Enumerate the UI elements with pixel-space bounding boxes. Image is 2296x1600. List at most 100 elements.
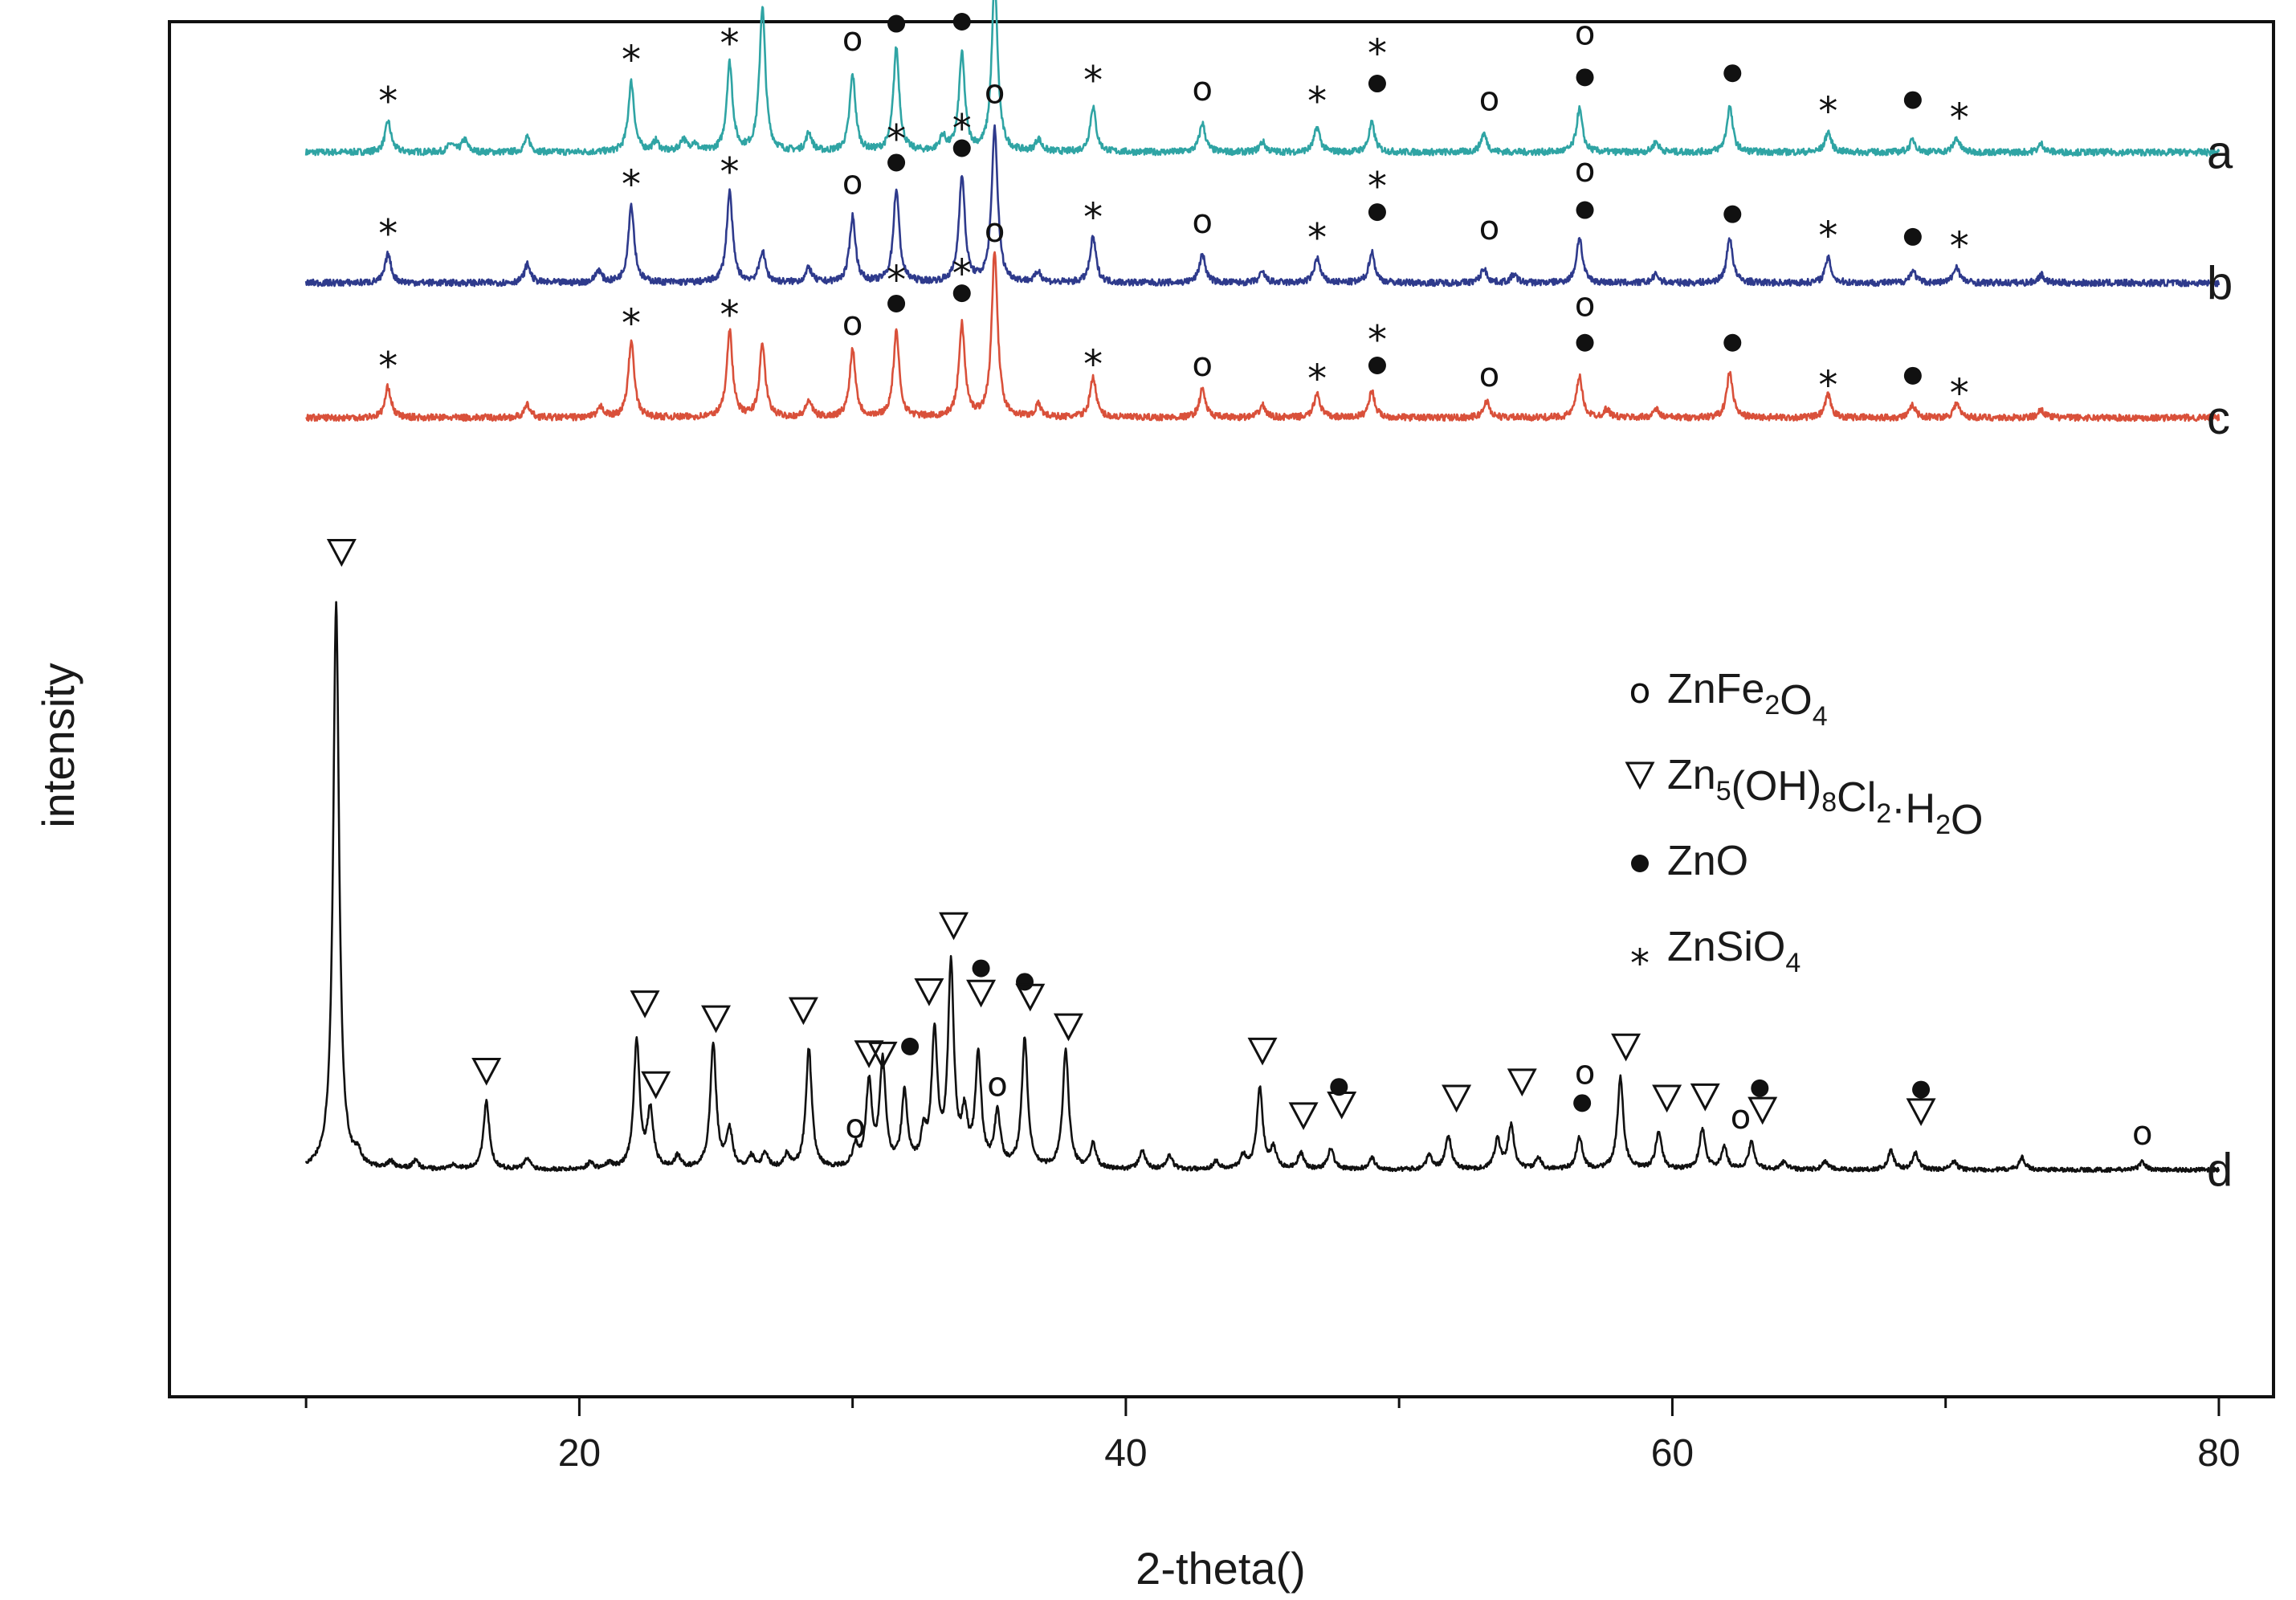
zinc-ferrite-marker: o	[1479, 80, 1500, 119]
zinc-silicate-marker: *	[1083, 342, 1103, 387]
legend-label-part: ZnO	[1667, 838, 1748, 884]
zinc-silicate-marker: *	[1818, 89, 1837, 134]
hydroxychloride-marker	[701, 1005, 732, 1034]
zinc-ferrite-marker: o	[842, 162, 863, 202]
zno-marker	[1576, 333, 1594, 352]
zinc-silicate-marker: *	[1950, 371, 1969, 416]
zinc-silicate-marker: *	[378, 79, 398, 124]
series-label-d: d	[2207, 1145, 2233, 1197]
zno-marker	[1723, 333, 1742, 352]
zno-marker	[1330, 1078, 1348, 1096]
hydroxychloride-marker	[1247, 1037, 1278, 1066]
hydroxychloride-marker	[1747, 1096, 1778, 1125]
zinc-silicate-marker: *	[1950, 224, 1969, 269]
hydroxychloride-marker	[939, 912, 969, 941]
zinc-ferrite-marker: o	[985, 71, 1005, 111]
legend-label-part: O	[1951, 797, 1983, 843]
zinc-silicate-marker: *	[1307, 357, 1327, 402]
series-layer: a b c d	[304, 0, 2233, 1197]
zinc-silicate-marker: *	[1307, 216, 1327, 261]
zno-marker	[1723, 205, 1742, 223]
x-axis-title: 2-theta()	[1136, 1543, 1306, 1594]
legend-label: ZnFe2O4	[1667, 666, 1828, 732]
zinc-silicate-marker: *	[952, 0, 972, 18]
legend-label-subscript: 8	[1821, 787, 1837, 818]
hydroxychloride-marker	[867, 1041, 898, 1070]
zno-marker	[1368, 356, 1386, 374]
zno-marker	[952, 12, 971, 31]
zno-marker	[1903, 227, 1922, 246]
hydroxychloride-marker	[1288, 1102, 1319, 1131]
zno-marker	[1903, 366, 1922, 385]
zno-marker	[887, 14, 906, 33]
zno-marker	[1576, 68, 1594, 87]
hydroxychloride-marker	[326, 539, 357, 567]
zinc-silicate-marker: *	[1368, 317, 1387, 362]
series-a-line	[304, 0, 2221, 157]
zno-marker	[1576, 201, 1594, 219]
zinc-ferrite-marker: o	[1192, 202, 1213, 241]
legend-label-subscript: 2	[1876, 798, 1891, 829]
legend-label-subscript: 4	[1813, 701, 1828, 732]
zinc-silicate-marker: *	[622, 38, 641, 83]
zinc-silicate-marker: *	[1818, 363, 1837, 408]
hydroxychloride-marker	[914, 978, 944, 1006]
hydroxychloride-marker	[854, 1040, 884, 1068]
legend-zinc-ferrite-symbol: o	[1629, 671, 1651, 712]
legend-label-part: ·H	[1891, 786, 1935, 832]
zno-marker	[887, 153, 906, 172]
zno-marker	[1573, 1094, 1592, 1112]
zno-marker	[1751, 1079, 1769, 1097]
zinc-ferrite-marker: o	[1479, 355, 1500, 394]
series-label-a: a	[2207, 127, 2233, 179]
legend-label-part: (OH)	[1731, 763, 1822, 810]
hydroxychloride-marker	[1611, 1033, 1641, 1062]
zno-marker	[952, 284, 971, 303]
hydroxychloride-marker	[1507, 1068, 1537, 1097]
zinc-silicate-marker: *	[720, 293, 740, 338]
hydroxychloride-marker	[1906, 1098, 1936, 1127]
plot-frame	[168, 20, 2275, 1398]
zinc-silicate-marker: *	[1083, 195, 1103, 240]
x-tick-label: 80	[2197, 1432, 2240, 1475]
x-tick-label: 40	[1104, 1432, 1147, 1475]
zinc-silicate-marker: *	[720, 149, 740, 194]
legend-hydroxychloride-symbol	[1625, 761, 1655, 790]
zinc-silicate-marker: *	[1950, 96, 1969, 141]
zinc-ferrite-marker: o	[1575, 1052, 1596, 1092]
zno-marker	[972, 959, 990, 978]
zinc-ferrite-marker: o	[1575, 150, 1596, 190]
zinc-ferrite-marker: o	[845, 1107, 866, 1146]
zinc-silicate-marker: *	[378, 345, 398, 390]
zinc-ferrite-marker: o	[842, 19, 863, 59]
zno-marker	[1912, 1080, 1931, 1099]
hydroxychloride-marker	[1053, 1013, 1083, 1042]
x-tick-label: 20	[558, 1432, 601, 1475]
zinc-ferrite-marker: o	[1575, 14, 1596, 53]
series-c-line	[305, 251, 2221, 422]
legend-label: Zn5(OH)8Cl2·H2O	[1667, 752, 1983, 843]
zinc-silicate-marker: *	[1368, 31, 1387, 76]
zinc-ferrite-marker: o	[842, 304, 863, 343]
hydroxychloride-marker	[1652, 1084, 1682, 1113]
series-label-c: c	[2207, 392, 2230, 444]
zinc-silicate-marker: *	[1368, 164, 1387, 209]
legend-label-subscript: 4	[1785, 948, 1801, 978]
legend-label-part: O	[1753, 924, 1785, 970]
zinc-ferrite-marker: o	[1479, 208, 1500, 247]
zinc-silicate-marker: *	[1307, 79, 1327, 124]
zinc-ferrite-marker: o	[985, 210, 1005, 250]
zno-marker	[1723, 64, 1742, 83]
legend-label-part: ZnSi	[1667, 924, 1753, 970]
zno-marker	[1016, 973, 1034, 991]
hydroxychloride-marker	[966, 979, 997, 1008]
hydroxychloride-marker	[1442, 1084, 1472, 1113]
legend-zno-symbol	[1631, 855, 1649, 872]
hydroxychloride-marker	[1327, 1091, 1357, 1120]
zinc-ferrite-marker: o	[1192, 345, 1213, 384]
zinc-ferrite-marker: o	[987, 1065, 1008, 1104]
zno-marker	[1903, 91, 1922, 109]
zinc-silicate-marker: *	[622, 162, 641, 207]
hydroxychloride-marker	[641, 1071, 671, 1100]
